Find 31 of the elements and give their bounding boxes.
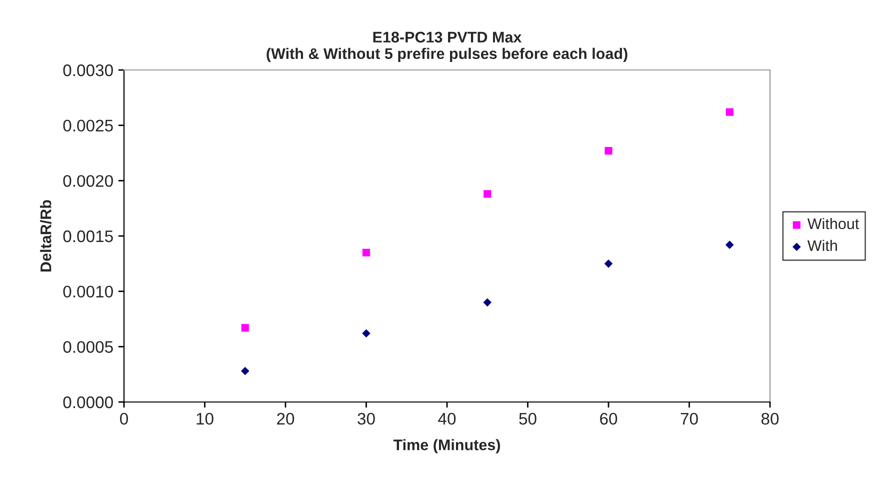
point: [483, 298, 492, 307]
x-tick-label: 0: [120, 412, 128, 425]
legend-label: Without: [807, 218, 860, 230]
point: [484, 190, 492, 198]
point: [362, 329, 370, 338]
x-tick-label: 70: [680, 412, 698, 425]
point: [240, 366, 250, 376]
x-tick-label: 80: [761, 412, 779, 425]
x-tick-label: 30: [358, 412, 375, 425]
chart-title: E18-PC13 PVTD Max (With & Without 5 prefire pulses before each load): [266, 32, 628, 62]
x-tick-label: 60: [600, 412, 618, 425]
point: [604, 146, 612, 155]
y-tick-label: 0.0015: [63, 230, 113, 242]
y-tick-label: 0.0030: [63, 64, 113, 76]
x-tick-label: 10: [196, 412, 214, 425]
point: [726, 108, 734, 116]
x-tick-label: 40: [438, 412, 456, 425]
legend-label: With: [807, 240, 837, 252]
y-tick-label: 0.0010: [63, 286, 113, 298]
point: [241, 324, 249, 332]
x-tick-label: 20: [277, 412, 294, 425]
x-tick-label: 50: [519, 412, 536, 425]
point: [362, 248, 370, 256]
y-tick-label: 0.0000: [63, 396, 113, 408]
point: [604, 260, 613, 268]
y-tick-label: 0.0005: [63, 341, 113, 353]
y-axis-title: DeltaR/Rb: [40, 200, 52, 272]
point: [725, 240, 734, 250]
y-tick-label: 0.0025: [63, 120, 113, 132]
y-tick-label: 0.0020: [63, 175, 113, 187]
x-axis-title: Time (Minutes): [393, 439, 500, 454]
